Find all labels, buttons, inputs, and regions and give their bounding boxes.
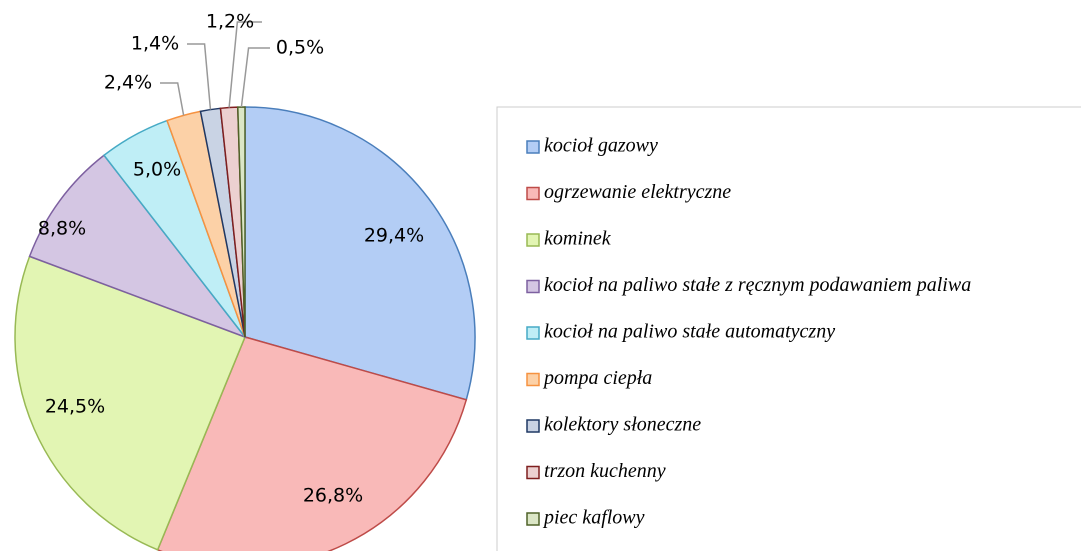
- pie-slice: [28, 154, 248, 339]
- data-label: 0,5%: [276, 37, 324, 59]
- legend-label: piec kaflowy: [542, 507, 645, 529]
- legend-swatch: [526, 326, 540, 340]
- legend-label: ogrzewanie elektryczne: [544, 181, 731, 203]
- data-label: 1,4%: [131, 33, 179, 55]
- legend-swatch: [526, 186, 540, 201]
- legend-swatch: [526, 372, 540, 387]
- data-label: 24,5%: [45, 396, 105, 418]
- leader-line: [160, 82, 185, 116]
- legend-box: [496, 106, 1081, 551]
- legend-label: kocioł gazowy: [544, 135, 658, 157]
- data-label: 29,4%: [364, 225, 424, 247]
- legend-swatch: [526, 140, 540, 154]
- leader-line: [228, 21, 262, 108]
- data-label: 5,0%: [133, 159, 181, 181]
- legend-label: kolektory słoneczne: [544, 414, 701, 436]
- pie-slice: [244, 106, 476, 401]
- data-label: 8,8%: [38, 218, 86, 240]
- legend-swatch: [526, 279, 540, 294]
- data-label: 26,8%: [303, 485, 363, 507]
- legend-label: kominek: [544, 228, 612, 250]
- leader-line: [187, 43, 212, 110]
- legend-label: trzon kuchenny: [544, 460, 666, 482]
- data-label: 2,4%: [104, 72, 152, 94]
- pie-slice: [156, 336, 468, 551]
- pie-slice: [14, 255, 246, 551]
- legend-swatch: [526, 419, 540, 433]
- legend-swatch: [526, 233, 540, 247]
- legend-swatch: [526, 465, 540, 480]
- leader-line: [240, 47, 270, 108]
- data-label: 1,2%: [206, 11, 254, 33]
- legend-label: kocioł na paliwo stałe z ręcznym podawan…: [544, 274, 971, 296]
- legend-label: kocioł na paliwo stałe automatyczny: [544, 321, 835, 343]
- legend-swatch: [526, 512, 540, 526]
- legend-label: pompa ciepła: [542, 367, 652, 389]
